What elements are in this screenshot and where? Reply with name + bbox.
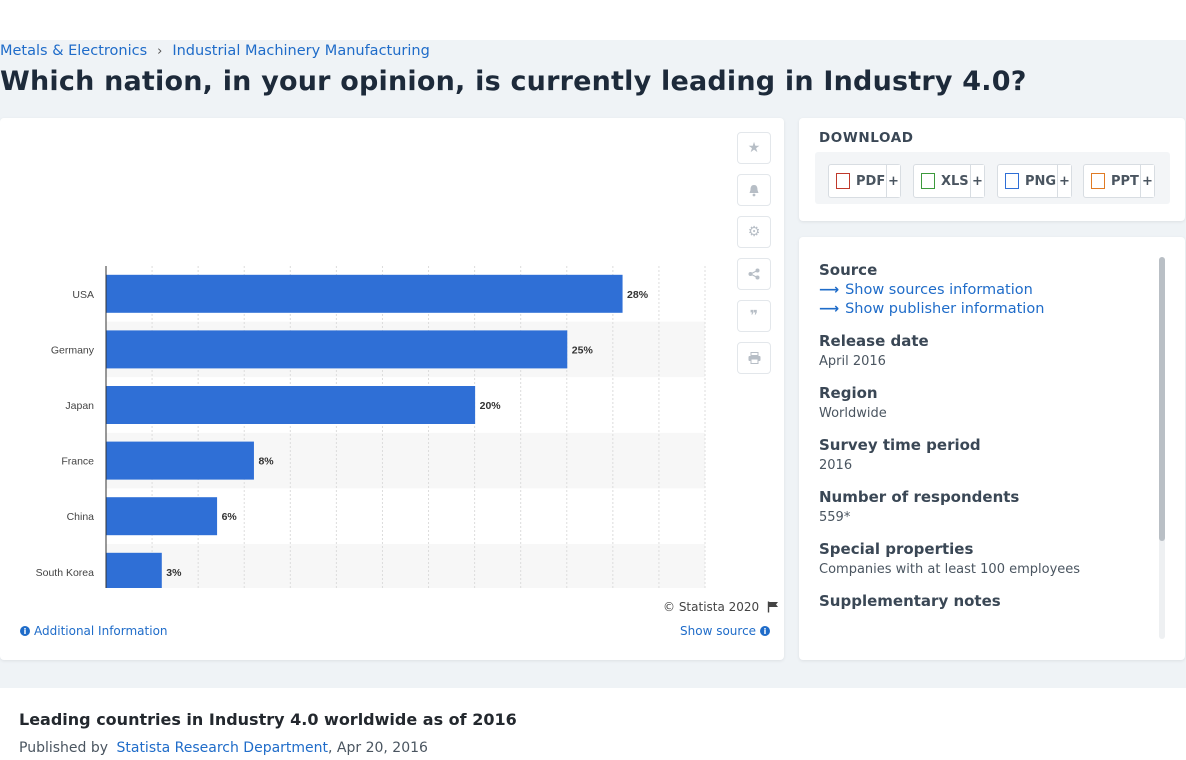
plus-icon: + (1057, 165, 1071, 197)
category-label: Germany (51, 344, 95, 356)
respondents-value: 559* (819, 510, 851, 525)
release-date-label: Release date (819, 332, 929, 350)
xls-file-icon (921, 173, 935, 189)
statistic-title: Leading countries in Industry 4.0 worldw… (19, 710, 517, 729)
statistic-details-list: Source ⟶ Show sources information ⟶ Show… (819, 261, 1149, 610)
arrow-right-icon: ⟶ (819, 301, 840, 317)
breadcrumb-separator: › (157, 43, 163, 59)
category-label: Japan (65, 400, 94, 412)
show-sources-label: Show sources information (845, 282, 1033, 298)
plus-icon: + (886, 165, 900, 197)
special-properties-value: Companies with at least 100 employees (819, 562, 1081, 577)
bar-chart: USA 28% Germany 25% Japan 20% France 8% China 6% S… (36, 266, 706, 588)
published-date: , Apr 20, 2016 (328, 740, 428, 756)
download-card: DOWNLOAD PDF + XLS + PNG + PPT + (799, 118, 1185, 221)
pdf-file-icon (836, 173, 850, 189)
region-label: Region (819, 384, 878, 402)
arrow-right-icon: ⟶ (819, 282, 840, 298)
row-band (106, 544, 705, 588)
info-icon: i (20, 626, 30, 636)
respondents-label: Number of respondents (819, 488, 1020, 506)
info-icon: i (760, 626, 771, 636)
data-label: 8% (258, 456, 274, 468)
bar (106, 441, 254, 480)
show-source-label: Show source (680, 624, 757, 638)
cite-button[interactable]: ❞ (737, 300, 771, 332)
published-by: Published by Statista Research Departmen… (19, 740, 428, 756)
show-publisher-link[interactable]: ⟶ Show publisher information (819, 301, 1149, 317)
special-properties-label: Special properties (819, 540, 974, 558)
additional-information-link[interactable]: i Additional Information (20, 624, 168, 638)
chart-toolbar: ★ ⚙ ❞ (737, 132, 771, 374)
data-label: 28% (627, 289, 649, 301)
region-value: Worldwide (819, 406, 887, 421)
download-png-label: PNG (1025, 173, 1057, 189)
print-icon (748, 352, 760, 364)
published-prefix: Published by (19, 740, 109, 756)
data-label: 6% (222, 511, 238, 523)
settings-button[interactable]: ⚙ (737, 216, 771, 248)
download-xls-button[interactable]: XLS + (913, 164, 985, 198)
breadcrumb: Metals & Electronics › Industrial Machin… (0, 43, 430, 59)
show-sources-link[interactable]: ⟶ Show sources information (819, 282, 1149, 298)
breadcrumb-industrial-machinery[interactable]: Industrial Machinery Manufacturing (172, 43, 430, 59)
statistic-details-card: Source ⟶ Show sources information ⟶ Show… (799, 237, 1185, 660)
category-label: France (61, 456, 94, 468)
data-label: 20% (480, 400, 502, 412)
category-label: South Korea (36, 567, 95, 579)
favorite-button[interactable]: ★ (737, 132, 771, 164)
star-icon: ★ (747, 140, 761, 156)
quote-icon: ❞ (749, 308, 759, 324)
bell-icon (749, 184, 759, 196)
chart-card: USA 28% Germany 25% Japan 20% France 8% China 6% S… (0, 118, 784, 660)
download-xls-label: XLS (941, 173, 969, 189)
bar (106, 386, 476, 424)
release-date-value: April 2016 (819, 354, 886, 369)
survey-period-label: Survey time period (819, 436, 981, 454)
plus-icon: + (970, 165, 984, 197)
plus-icon: + (1140, 165, 1154, 197)
page-title: Which nation, in your opinion, is curren… (0, 66, 1027, 97)
print-button[interactable] (737, 342, 771, 374)
category-label: USA (72, 289, 94, 301)
gear-icon: ⚙ (747, 224, 761, 240)
show-publisher-label: Show publisher information (845, 301, 1045, 317)
additional-information-label: Additional Information (34, 624, 168, 638)
category-label: China (67, 511, 95, 523)
bar (106, 497, 218, 536)
data-label: 3% (166, 567, 182, 579)
ppt-file-icon (1091, 173, 1105, 189)
data-label: 25% (572, 344, 594, 356)
alert-button[interactable] (737, 174, 771, 206)
show-source-link[interactable]: Show source i (680, 624, 771, 638)
details-scrollbar[interactable] (1159, 257, 1165, 639)
bar (106, 552, 162, 588)
flag-icon[interactable] (767, 601, 779, 613)
statistic-summary: Leading countries in Industry 4.0 worldw… (0, 688, 1186, 760)
supplementary-notes-label: Supplementary notes (819, 592, 1001, 610)
publisher-link[interactable]: Statista Research Department (116, 740, 329, 756)
details-scrollbar-thumb[interactable] (1159, 257, 1165, 541)
share-icon (748, 268, 760, 280)
survey-period-value: 2016 (819, 458, 853, 473)
download-png-button[interactable]: PNG + (997, 164, 1072, 198)
share-button[interactable] (737, 258, 771, 290)
download-ppt-button[interactable]: PPT + (1083, 164, 1155, 198)
download-ppt-label: PPT (1111, 173, 1139, 189)
download-title: DOWNLOAD (819, 130, 914, 146)
copyright-text: © Statista 2020 (663, 600, 760, 614)
bar (106, 274, 623, 313)
bar (106, 330, 568, 369)
download-buttons-row: PDF + XLS + PNG + PPT + (815, 152, 1170, 204)
download-pdf-button[interactable]: PDF + (828, 164, 901, 198)
top-header-strip (0, 0, 1186, 40)
copyright-notice: © Statista 2020 (663, 600, 779, 614)
source-label: Source (819, 261, 878, 279)
png-file-icon (1005, 173, 1019, 189)
download-pdf-label: PDF (856, 173, 886, 189)
breadcrumb-metals-electronics[interactable]: Metals & Electronics (0, 43, 148, 59)
